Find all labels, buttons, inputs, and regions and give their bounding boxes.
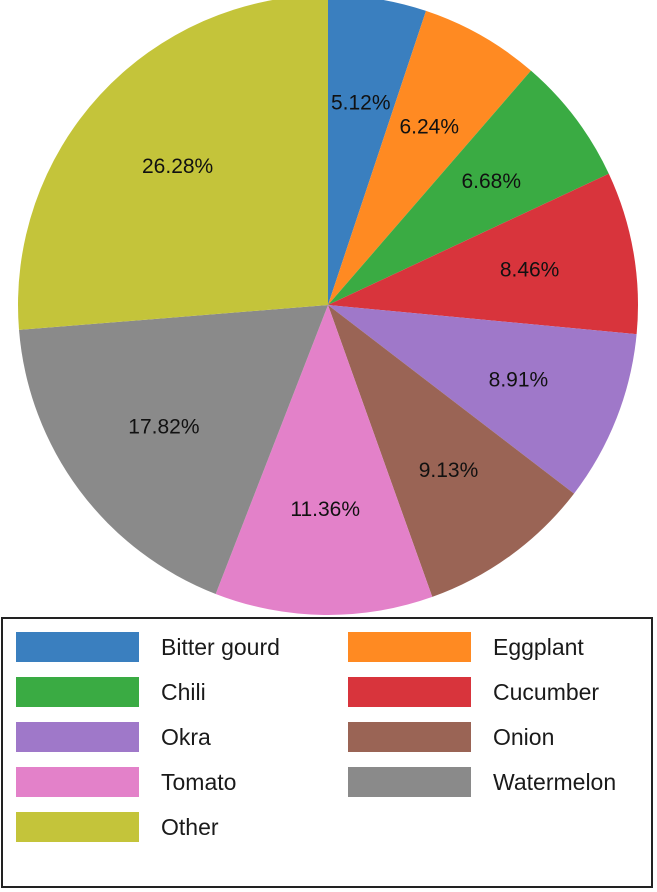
- slice-label-bitter-gourd: 5.12%: [331, 92, 391, 115]
- legend-swatch: [16, 812, 139, 842]
- pie-slice-watermelon: [19, 305, 329, 594]
- pie-slice-okra: [328, 305, 637, 494]
- legend-label: Tomato: [161, 769, 237, 795]
- pie-slice-labels: 5.12% 6.24% 6.68% 8.46% 8.91% 9.13% 11.36% 17.8…: [128, 92, 559, 522]
- legend-label: Chili: [161, 679, 206, 705]
- slice-label-eggplant: 6.24%: [399, 116, 459, 139]
- legend-label: Eggplant: [493, 634, 584, 660]
- legend: Bitter gourd Eggplant Chili Cucumber Okra Oni…: [1, 617, 653, 888]
- pie-slices: [18, 0, 638, 615]
- legend-swatch: [16, 767, 139, 797]
- legend-swatch: [16, 677, 139, 707]
- pie-slice-tomato: [215, 305, 433, 615]
- legend-swatch: [16, 632, 139, 662]
- pie-slice-bitter-gourd: [328, 0, 427, 305]
- pie-slice-onion: [328, 305, 575, 597]
- slice-label-chili: 6.68%: [461, 170, 521, 193]
- slice-label-watermelon: 17.82%: [128, 416, 199, 439]
- legend-label: Cucumber: [493, 679, 600, 705]
- slice-label-onion: 9.13%: [419, 459, 479, 482]
- legend-swatch: [348, 722, 471, 752]
- pie-chart: 5.12% 6.24% 6.68% 8.46% 8.91% 9.13% 11.36% 17.8…: [18, 0, 638, 615]
- slice-label-okra: 8.91%: [489, 368, 549, 391]
- pie-slice-other: [18, 0, 328, 330]
- legend-label: Watermelon: [493, 769, 617, 795]
- legend-label: Onion: [493, 724, 555, 750]
- pie-slice-chili: [328, 70, 609, 305]
- slice-label-other: 26.28%: [142, 155, 213, 178]
- legend-swatch: [348, 632, 471, 662]
- legend-label: Okra: [161, 724, 211, 750]
- slice-label-tomato: 11.36%: [290, 498, 360, 521]
- legend-swatch: [16, 722, 139, 752]
- legend-label: Bitter gourd: [161, 634, 280, 660]
- legend-swatch: [348, 767, 471, 797]
- pie-slice-eggplant: [328, 10, 531, 305]
- pie-slice-cucumber: [328, 173, 638, 335]
- legend-label: Other: [161, 814, 219, 840]
- slice-label-cucumber: 8.46%: [500, 259, 560, 282]
- legend-swatch: [348, 677, 471, 707]
